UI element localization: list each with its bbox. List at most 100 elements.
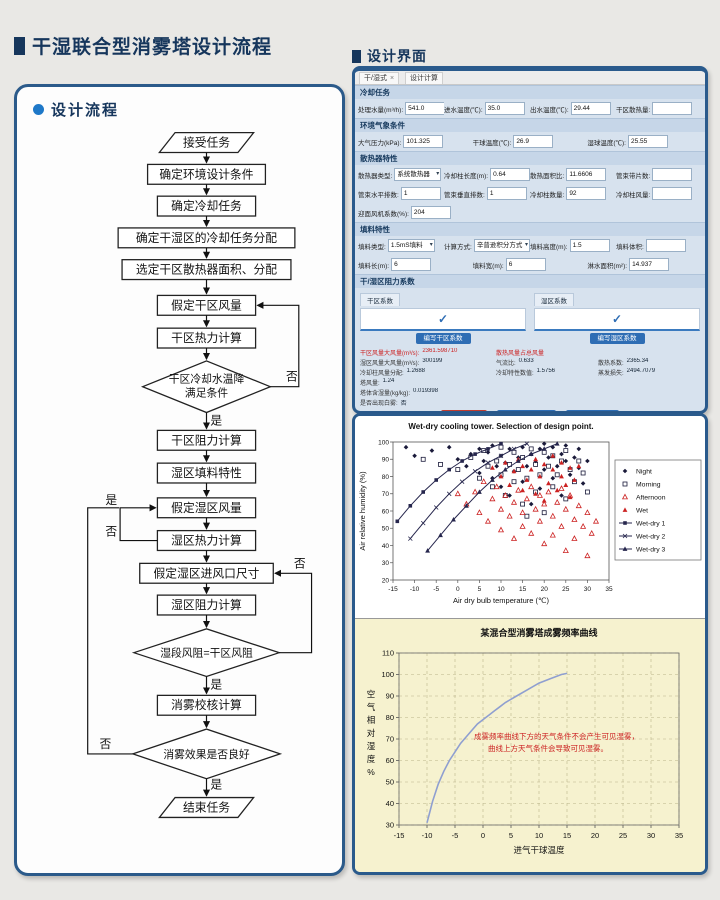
flow-node-label: 假定干区风量 — [171, 298, 242, 312]
field-label: 干球温度(℃): — [472, 139, 512, 147]
results-grid: 干区风量大风量(m³/s): 2361.598710 散热风量占总风量 湿区风量大风量… — [355, 345, 705, 407]
svg-text:90: 90 — [382, 457, 390, 464]
svg-text:Wet-dry 1: Wet-dry 1 — [636, 520, 666, 527]
svg-text:Air relative humidity (%): Air relative humidity (%) — [358, 471, 367, 551]
calc-button[interactable]: 冷却塔计算 — [566, 410, 619, 411]
scatter-chart: -15 -10 -5 0 5 10 15 20 25 30 35 20 30 40 50 60 70 80 90 10… — [355, 416, 705, 618]
svg-text:某混合型消雾塔成雾频率曲线: 某混合型消雾塔成雾频率曲线 — [480, 627, 597, 638]
thermal-calc-button[interactable]: 热力计算 — [441, 410, 488, 411]
field-input[interactable]: 541.0 — [405, 102, 444, 115]
field-input[interactable] — [645, 239, 686, 252]
field-input[interactable]: 1.5 — [569, 239, 610, 252]
field-label: 进水温度(℃): — [444, 106, 483, 114]
svg-text:60: 60 — [386, 756, 394, 765]
flow-panel-title-row: 设计流程 — [33, 99, 119, 120]
field-input[interactable]: 14.937 — [629, 258, 670, 271]
form-field: 填料高度(m): 1.5 — [530, 239, 616, 252]
result-row: 塔体含湿量(kg/kg): 0.019398 — [360, 387, 700, 397]
calc-button[interactable]: 阻力系数计算 — [497, 410, 557, 411]
field-input[interactable]: 25.55 — [627, 135, 668, 148]
field-input[interactable]: 6 — [391, 258, 432, 271]
field-input[interactable] — [652, 168, 693, 181]
svg-text:80: 80 — [382, 474, 390, 481]
field-input[interactable]: 11.6606 — [566, 168, 607, 181]
svg-text:20: 20 — [541, 586, 549, 593]
result-label: 干区风量大风量(m³/s): — [360, 350, 420, 357]
field-dropdown[interactable]: 1.5mS填料 ▾ — [387, 239, 435, 252]
svg-text:100: 100 — [378, 439, 389, 446]
section-header: 散热器特性 — [355, 151, 705, 165]
form-field: 进水温度(℃): 35.0 — [444, 102, 530, 115]
svg-text:Wet-dry 3: Wet-dry 3 — [636, 546, 666, 553]
app-form-sections: 冷却任务 处理水量(m³/h): 541.0 进水温度(℃): 35.0 出水温度(℃):… — [355, 85, 705, 274]
svg-text:5: 5 — [509, 831, 513, 840]
field-input[interactable]: 0.64 — [490, 168, 530, 181]
svg-text:35: 35 — [605, 586, 613, 593]
tab-label: 干/湿式 — [364, 74, 387, 82]
field-dropdown[interactable]: 辛普逊积分方式 ▾ — [473, 239, 530, 252]
edge-label-no: 否 — [294, 556, 306, 570]
field-input[interactable]: 204 — [410, 206, 451, 219]
result-cell: 冷却特性数值: 1.5756 — [496, 368, 598, 377]
field-input[interactable]: 1 — [486, 187, 527, 200]
field-input[interactable]: 92 — [566, 187, 607, 200]
flow-node-label: 确定冷却任务 — [171, 199, 242, 213]
svg-text:25: 25 — [562, 586, 570, 593]
form-field: 填料类型: 1.5mS填料 ▾ — [358, 239, 444, 252]
field-input[interactable]: 1 — [400, 187, 441, 200]
field-input[interactable]: 29.44 — [570, 102, 611, 115]
result-value: 2361.598710 — [422, 347, 458, 354]
svg-text:空: 空 — [367, 689, 376, 699]
result-row: 是否出现白雾: 否 — [360, 397, 700, 407]
field-label: 淋水面积(m²): — [587, 262, 628, 270]
flow-node-label: 假定湿区进风口尺寸 — [154, 566, 260, 580]
field-row: 大气压力(kPa): 101.325 干球温度(℃): 26.9 湿球温度(℃): 25.… — [355, 132, 705, 151]
field-row: 散热器类型: 系统散热器 ▾ 冷却柱长度(m): 0.64 散热面积比: 11.6606 管束… — [355, 165, 705, 184]
svg-text:度: 度 — [367, 754, 376, 764]
result-label: 散热风量占总风量 — [496, 350, 545, 357]
tab-wet-coeff[interactable]: 湿区系数 — [534, 293, 574, 306]
tab-dry-wet-mode[interactable]: 干/湿式 × — [359, 71, 400, 84]
result-row: 湿区风量大风量(m³/s): 300199 气流比: 0.633 散热系数: 2365.3… — [360, 357, 700, 367]
title-bullet-icon — [14, 36, 25, 55]
section-header: 填料特性 — [355, 222, 705, 236]
field-input[interactable]: 26.9 — [513, 135, 554, 148]
field-input[interactable]: 6 — [505, 258, 546, 271]
svg-text:70: 70 — [386, 735, 394, 744]
edit-wet-coeff-button[interactable]: 编写湿区系数 — [589, 333, 645, 344]
result-label: 湿区风量大风量(m³/s): — [360, 360, 420, 367]
close-icon[interactable]: × — [389, 74, 395, 82]
field-label: 填料长(m): — [358, 262, 390, 270]
coeff-section: 干/湿区阻力系数 干区系数 ✓ 编写干区系数 湿区系数 ✓ 编写湿区系数 — [355, 274, 705, 345]
flow-node-assume-wet-inlet-size — [139, 562, 274, 584]
field-input[interactable]: 35.0 — [484, 102, 525, 115]
field-label: 出水温度(℃): — [530, 106, 569, 114]
field-row: 处理水量(m³/h): 541.0 进水温度(℃): 35.0 出水温度(℃): 29.4… — [355, 99, 705, 118]
form-field: 处理水量(m³/h): 541.0 — [358, 102, 444, 115]
tab-design-calc[interactable]: 设计计算 — [405, 71, 444, 84]
flow-node-end-task — [158, 796, 255, 819]
field-label: 湿球温度(℃): — [587, 139, 626, 147]
svg-text:60: 60 — [382, 508, 390, 515]
chevron-down-icon: ▾ — [436, 171, 440, 177]
form-field: 填料长(m): 6 — [358, 258, 473, 271]
svg-text:30: 30 — [584, 586, 592, 593]
flow-node-label: 确定干湿区的冷却任务分配 — [136, 231, 277, 245]
svg-text:10: 10 — [497, 586, 505, 593]
field-dropdown[interactable]: 系统散热器 ▾ — [394, 168, 442, 181]
field-label: 冷却柱长度(m): — [444, 172, 489, 180]
section-header: 环境气象条件 — [355, 118, 705, 132]
svg-text:曲线上方天气条件会导致可见湿雾。: 曲线上方天气条件会导致可见湿雾。 — [488, 743, 608, 753]
field-input[interactable]: 101.325 — [403, 135, 444, 148]
field-input[interactable] — [652, 102, 693, 115]
field-label: 处理水量(m³/h): — [358, 106, 404, 114]
form-field: 管束垂直排数: 1 — [444, 187, 530, 200]
flow-node-label: 假定湿区风量 — [171, 501, 242, 515]
page-title-row: 干湿联合型消雾塔设计流程 — [14, 32, 272, 59]
edit-dry-coeff-button[interactable]: 编写干区系数 — [415, 333, 471, 344]
field-input[interactable] — [652, 187, 693, 200]
svg-text:成雾频率曲线下方的天气条件不会产生可见湿雾，: 成雾频率曲线下方的天气条件不会产生可见湿雾， — [474, 731, 639, 741]
svg-text:-10: -10 — [410, 586, 420, 593]
svg-text:50: 50 — [382, 526, 390, 533]
tab-dry-coeff[interactable]: 干区系数 — [360, 293, 400, 306]
